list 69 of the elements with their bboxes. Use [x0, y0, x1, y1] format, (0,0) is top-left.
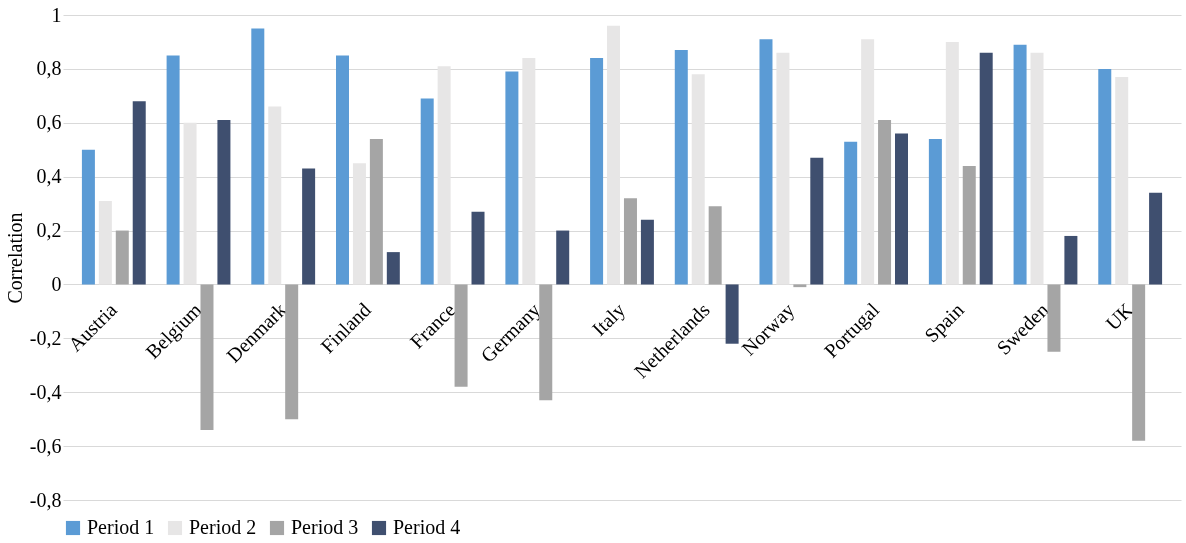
bar — [98, 200, 112, 285]
bar — [386, 252, 400, 285]
legend-label: Period 3 — [291, 516, 359, 538]
y-tick-label: -0,6 — [29, 434, 62, 457]
bar — [590, 58, 604, 285]
bar — [640, 219, 654, 285]
bar — [522, 58, 536, 285]
bar — [251, 28, 265, 285]
x-tick-label: UK — [1101, 298, 1138, 335]
bar — [878, 120, 892, 285]
x-tick-label: Italy — [587, 298, 630, 341]
bar — [1132, 284, 1146, 441]
bar — [200, 284, 214, 430]
bar — [336, 55, 349, 285]
bar — [776, 52, 790, 285]
bar — [454, 284, 468, 387]
bar — [285, 284, 299, 420]
bar — [352, 163, 366, 285]
y-axis-title: Correlation — [3, 212, 26, 304]
bar — [725, 284, 739, 344]
bar — [217, 120, 231, 285]
bar — [810, 157, 824, 285]
bar — [1064, 235, 1078, 285]
bar — [895, 133, 908, 285]
bar — [556, 230, 570, 285]
y-tick-label: 0,6 — [36, 111, 62, 134]
bar — [691, 74, 705, 285]
bar — [962, 165, 976, 285]
bar — [1098, 68, 1112, 285]
bar — [793, 284, 807, 288]
bar — [539, 284, 553, 401]
bar — [420, 98, 434, 285]
bar — [1030, 52, 1044, 285]
bar — [81, 149, 95, 285]
bar — [369, 138, 383, 285]
bar — [1149, 192, 1163, 285]
bar — [861, 39, 875, 285]
bar — [183, 122, 197, 285]
y-tick-label: 1 — [51, 3, 62, 26]
legend-label: Period 2 — [189, 516, 257, 538]
bar — [928, 138, 942, 285]
bar — [437, 66, 451, 285]
bar — [302, 168, 316, 285]
bar — [1013, 44, 1027, 285]
y-tick-label: 0 — [51, 272, 62, 295]
bar — [1115, 76, 1129, 285]
y-tick-label: -0,8 — [29, 488, 62, 511]
bar — [505, 71, 519, 285]
bar — [623, 198, 637, 285]
bar — [759, 39, 773, 285]
y-tick-label: -0,2 — [29, 326, 62, 349]
legend-label: Period 4 — [393, 516, 461, 538]
bar — [115, 230, 129, 285]
bar — [268, 106, 282, 285]
y-tick-label: -0,4 — [29, 380, 62, 403]
bar — [1047, 284, 1061, 352]
bar — [471, 211, 485, 285]
legend-label: Period 1 — [87, 516, 155, 538]
bar — [945, 41, 959, 285]
bar — [979, 52, 993, 285]
bar — [607, 25, 621, 285]
bar — [674, 50, 688, 285]
bar — [132, 101, 146, 285]
bar — [166, 55, 180, 285]
bar — [708, 206, 722, 285]
y-tick-label: 0,2 — [36, 219, 62, 242]
bar — [844, 141, 858, 285]
y-tick-label: 0,8 — [36, 57, 62, 80]
y-tick-label: 0,4 — [36, 165, 62, 188]
